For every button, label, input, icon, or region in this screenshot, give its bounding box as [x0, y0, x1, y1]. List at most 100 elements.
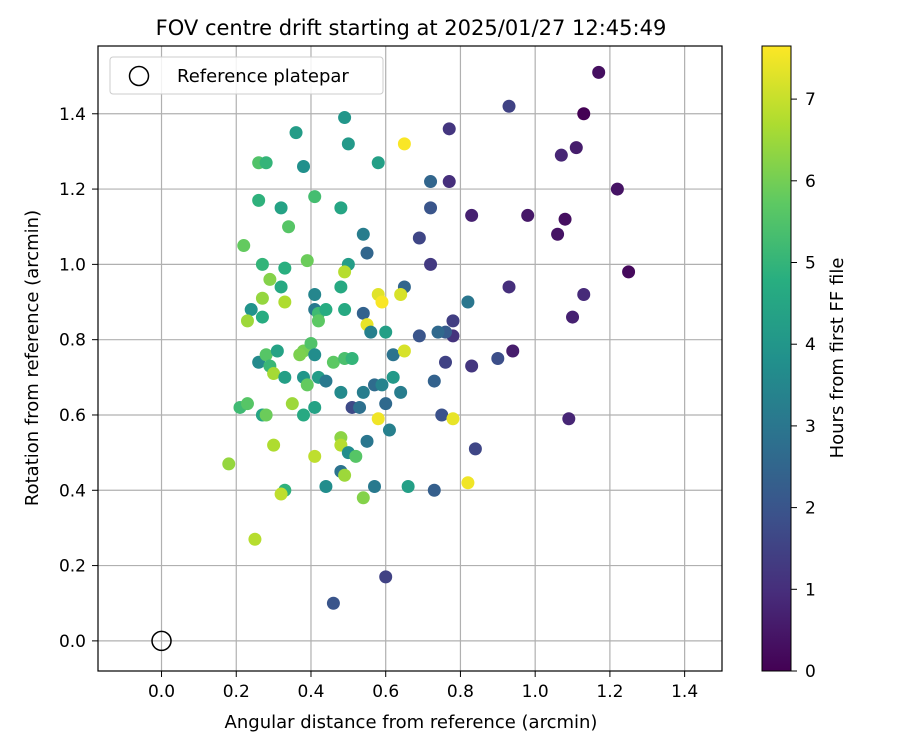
data-point	[345, 352, 359, 365]
x-tick-label: 0.6	[372, 682, 399, 702]
y-tick-label: 1.0	[59, 255, 86, 275]
data-point	[468, 442, 482, 456]
data-point	[521, 208, 535, 222]
data-point	[394, 287, 408, 301]
data-point	[334, 201, 348, 215]
data-point	[297, 159, 311, 173]
data-point	[446, 314, 460, 328]
data-point	[338, 468, 352, 482]
data-point	[506, 344, 520, 358]
data-point	[610, 182, 624, 196]
data-point	[267, 367, 281, 381]
data-point	[424, 175, 438, 189]
data-point	[274, 280, 288, 294]
data-point	[278, 295, 292, 309]
data-point	[341, 137, 355, 151]
colorbar-tick-label: 2	[805, 499, 816, 519]
x-tick-label: 1.0	[522, 682, 549, 702]
data-point	[255, 291, 269, 305]
data-point	[270, 344, 284, 358]
data-point	[461, 295, 475, 309]
x-tick-label: 0.0	[148, 682, 175, 702]
data-point	[562, 412, 576, 426]
data-point	[431, 325, 445, 339]
grid	[98, 46, 722, 671]
colorbar-tick-label: 3	[805, 417, 816, 437]
data-point	[319, 480, 333, 494]
data-point	[304, 336, 318, 350]
data-point	[244, 303, 258, 317]
data-point	[356, 306, 370, 320]
colorbar-tick-label: 4	[805, 335, 816, 355]
data-point	[319, 374, 333, 388]
data-point	[465, 208, 479, 222]
data-point	[379, 397, 393, 411]
legend-entry-reference: Reference platepar	[177, 66, 349, 87]
data-point	[308, 348, 322, 362]
data-point	[259, 348, 273, 362]
reference-marker	[151, 630, 172, 652]
data-point	[360, 246, 374, 260]
data-point	[338, 111, 352, 125]
data-point	[274, 487, 288, 501]
data-points	[222, 65, 636, 610]
data-point	[397, 344, 411, 358]
data-point	[311, 314, 325, 328]
data-point	[569, 141, 583, 155]
data-point	[326, 355, 340, 369]
data-point	[394, 385, 408, 399]
data-point	[349, 449, 363, 463]
x-tick-label: 1.4	[671, 682, 698, 702]
y-axis-ticks: 0.0 0.2 0.4 0.6 0.8 1.0 1.2 1.4	[59, 105, 98, 652]
data-point	[267, 438, 281, 452]
data-point	[297, 408, 311, 422]
data-point	[379, 570, 393, 584]
data-point	[424, 257, 438, 271]
data-point	[558, 212, 572, 226]
data-point	[356, 227, 370, 241]
data-point	[278, 370, 292, 384]
y-axis-label: Rotation from reference (arcmin)	[22, 210, 43, 506]
data-point	[308, 190, 322, 204]
data-point	[461, 476, 475, 490]
data-point	[368, 480, 382, 494]
x-tick-label: 0.4	[297, 682, 324, 702]
data-point	[386, 348, 400, 362]
legend: Reference platepar	[109, 56, 384, 95]
data-point	[371, 412, 385, 426]
data-point	[338, 303, 352, 317]
data-point	[222, 457, 236, 471]
plot-frame	[97, 45, 723, 672]
data-point	[285, 397, 299, 411]
data-point	[308, 287, 322, 301]
data-point	[412, 329, 426, 343]
data-point	[240, 314, 254, 328]
colorbar-label: Hours from first FF file	[827, 258, 848, 459]
data-point	[360, 434, 374, 448]
data-point	[502, 280, 516, 294]
data-point	[240, 397, 254, 411]
data-point	[282, 220, 296, 234]
colorbar-tick-label: 1	[805, 580, 816, 600]
y-tick-label: 1.2	[59, 180, 86, 200]
data-point	[252, 193, 266, 207]
data-point	[424, 201, 438, 215]
colorbar-tick-label: 7	[805, 90, 816, 110]
data-point	[334, 385, 348, 399]
x-tick-label: 0.8	[447, 682, 474, 702]
data-point	[442, 122, 456, 136]
data-point	[364, 325, 378, 339]
data-point	[371, 156, 385, 170]
data-point	[577, 107, 591, 121]
y-tick-label: 0.4	[59, 481, 86, 501]
legend-box	[109, 56, 384, 95]
data-point	[386, 370, 400, 384]
data-point	[237, 239, 251, 253]
x-axis-ticks: 0.0 0.2 0.4 0.6 0.8 1.0 1.2 1.4	[148, 671, 698, 702]
data-point	[293, 348, 307, 362]
y-tick-label: 0.8	[59, 331, 86, 351]
data-point	[382, 423, 396, 437]
data-point	[300, 254, 314, 268]
legend-marker-open-circle	[128, 65, 150, 87]
